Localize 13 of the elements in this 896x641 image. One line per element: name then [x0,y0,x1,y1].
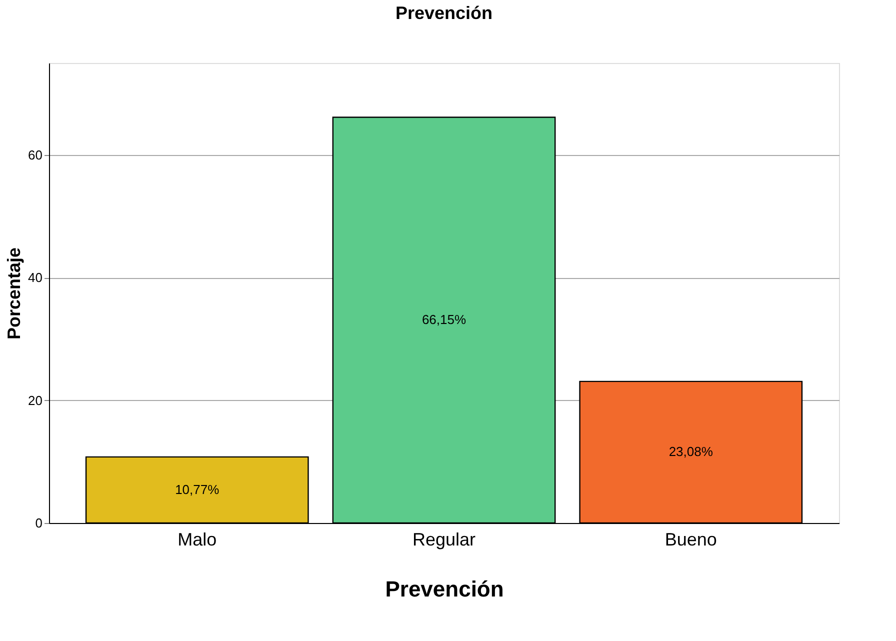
y-tick-label: 20 [28,392,42,408]
y-tick-label: 60 [28,148,42,162]
x-tick-label: Malo [178,530,217,550]
x-tick-label: Bueno [664,530,717,550]
data-label: 23,08% [668,444,714,460]
y-tick-label: 40 [28,270,42,286]
data-label: 10,77% [175,482,220,497]
y-axis-title: Porcentaje [4,247,24,340]
y-tick-label: 0 [35,516,42,530]
chart-title: Prevención [395,3,493,23]
data-label: 66,15% [422,312,466,328]
x-tick-label: Regular [412,530,476,550]
x-axis-title: Prevención [385,576,504,602]
